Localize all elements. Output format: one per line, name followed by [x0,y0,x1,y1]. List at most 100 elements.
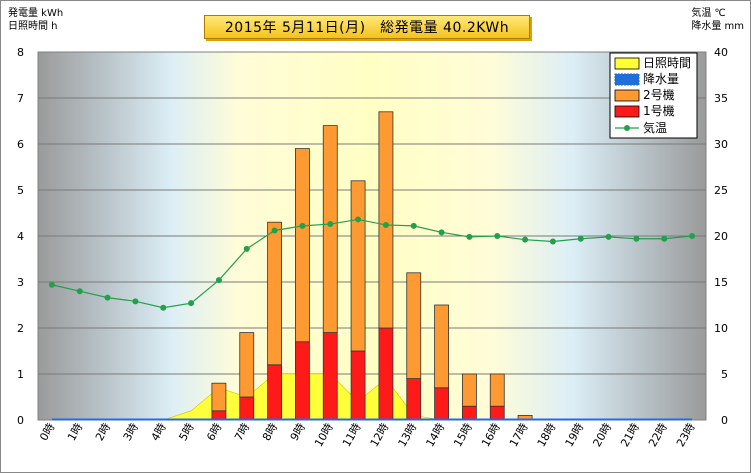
x-tick-label: 14時 [423,421,447,449]
y2-tick-label: 5 [721,368,728,381]
temperature-point [132,298,139,305]
x-tick-label: 15時 [451,421,475,449]
x-tick-label: 17時 [507,421,531,449]
bar-unit1 [295,341,310,421]
bar-unit2 [489,373,505,407]
temperature-point [76,288,83,295]
temperature-point [243,245,250,252]
y2-tick-label: 0 [721,414,728,427]
temperature-point [104,294,111,301]
temperature-point [577,235,584,242]
legend-label-unit1: 1号機 [643,103,675,118]
y-tick-label: 7 [17,92,24,105]
x-tick-label: 16時 [479,421,503,449]
x-tick-label: 21時 [618,421,642,449]
y-tick-label: 8 [17,46,24,59]
temperature-point [494,233,501,239]
y-tick-label: 1 [17,368,24,381]
y2-tick-label: 20 [714,230,728,243]
y-tick-label: 5 [17,184,24,197]
temperature-point [633,235,640,242]
x-tick-label: 7時 [232,421,252,443]
y-tick-label: 3 [17,276,24,289]
bar-unit2 [295,148,310,343]
y2-tick-label: 30 [714,138,728,151]
y2-tick-label: 35 [714,92,728,105]
x-tick-label: 20時 [590,421,614,449]
bar-unit2 [239,332,255,398]
y-tick-label: 2 [17,322,24,335]
bar-unit2 [378,111,394,329]
legend-label-temp: 気温 [643,120,667,135]
temperature-point [522,236,529,243]
bar-unit1 [378,327,394,421]
x-tick-label: 23時 [674,421,698,449]
legend-swatch-sunshine [614,57,640,70]
right-axis-units: 気温 ℃ 降水量 mm [691,7,744,33]
bar-unit2 [406,272,422,379]
x-tick-label: 9時 [288,421,308,443]
temperature-point [438,229,445,236]
temperature-point [466,233,473,240]
temperature-point [215,277,222,284]
legend-swatch-rain [614,73,640,86]
legend-label-unit2: 2号機 [643,87,675,102]
bar-unit2 [462,373,477,407]
x-tick-label: 4時 [149,421,169,443]
left-unit-line2: 日照時間 h [8,21,58,32]
bar-unit1 [434,387,449,421]
x-tick-label: 8時 [260,421,280,443]
bar-unit2 [350,180,366,352]
temperature-point [271,227,278,234]
bar-unit2 [267,221,282,366]
bar-unit1 [239,396,255,421]
right-unit-line1: 気温 ℃ [691,8,726,19]
x-tick-label: 1時 [65,421,85,443]
y2-tick-label: 25 [714,184,728,197]
temperature-point [355,216,362,223]
x-tick-label: 18時 [535,421,559,449]
x-tick-label: 0時 [37,421,57,443]
bar-unit2 [322,125,338,333]
x-tick-label: 5時 [176,421,196,443]
temperature-point [661,235,668,242]
x-tick-label: 13時 [396,421,420,449]
left-unit-line1: 発電量 kWh [8,8,64,19]
bar-unit1 [462,405,477,421]
right-unit-line2: 降水量 mm [691,21,744,32]
y2-tick-label: 15 [714,276,728,289]
y-tick-label: 0 [17,414,24,427]
legend-swatch-unit2 [614,89,640,102]
temperature-point [689,233,696,239]
left-axis-units: 発電量 kWh 日照時間 h [8,7,63,33]
x-tick-label: 6時 [204,421,224,443]
bar-unit1 [267,364,282,421]
temperature-point [160,304,167,311]
legend: 日照時間 降水量 2号機 1号機 気温 [609,52,698,139]
y2-tick-label: 10 [714,322,728,335]
temperature-point [605,233,612,240]
legend-label-rain: 降水量 [643,72,679,86]
temperature-point [188,300,195,307]
temperature-point [299,222,306,229]
x-tick-label: 22時 [646,421,670,449]
x-tick-label: 19時 [563,421,587,449]
x-tick-label: 3時 [121,421,141,443]
legend-marker-temp [624,125,630,131]
temperature-point [48,281,55,288]
temperature-point [549,238,556,245]
bar-unit1 [406,378,422,421]
bar-unit1 [350,350,366,421]
bar-unit1 [489,405,505,421]
x-tick-label: 2時 [93,421,113,443]
temperature-point [410,222,417,229]
bar-unit1 [322,332,338,421]
y-tick-label: 4 [17,230,24,243]
bar-unit2 [211,382,227,412]
x-tick-label: 10時 [312,421,336,449]
y2-tick-label: 40 [714,46,728,59]
chart-title: 2015年 5月11日(月) 総発電量 40.2KWh [204,15,530,39]
y-tick-label: 6 [17,138,24,151]
